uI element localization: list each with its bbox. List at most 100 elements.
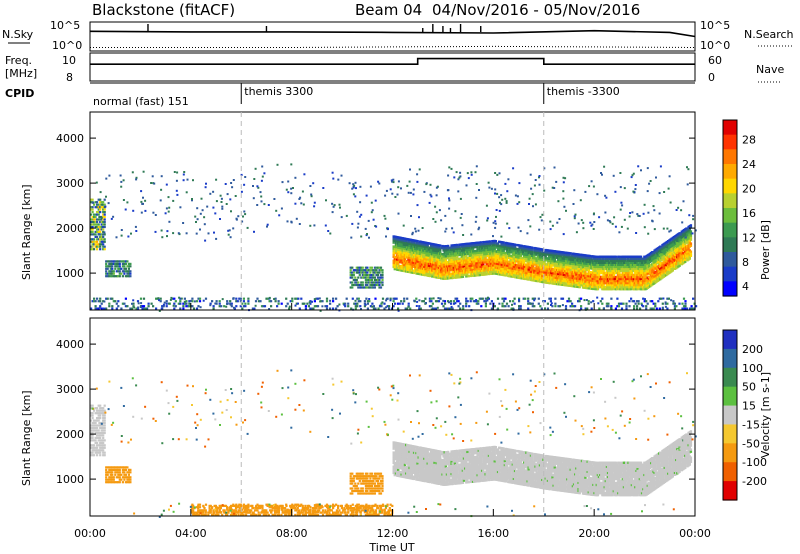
power-cell [550, 302, 553, 305]
power-cell [437, 246, 441, 249]
power-cell [366, 271, 369, 274]
power-cell [227, 229, 230, 232]
power-cell [91, 228, 94, 231]
power-cell [429, 256, 433, 260]
power-cell [418, 307, 421, 310]
power-cell [446, 269, 450, 272]
power-cell [115, 265, 118, 268]
power-cell [477, 300, 480, 303]
power-cell [402, 255, 406, 258]
power-cell [91, 230, 94, 233]
power-cell [371, 305, 374, 308]
power-cell [684, 305, 687, 308]
power-cell [527, 278, 530, 281]
power-cell [90, 206, 93, 209]
power-cell [400, 251, 403, 254]
power-cell [363, 305, 366, 308]
power-cell [91, 208, 94, 211]
power-cell [493, 243, 496, 247]
power-cell [681, 307, 684, 310]
power-cell [389, 297, 392, 300]
power-cell [155, 307, 158, 310]
power-cell [96, 220, 99, 224]
power-cell [461, 247, 465, 250]
power-cell [494, 240, 497, 243]
power-cell [352, 271, 355, 274]
power-cell [539, 305, 542, 308]
power-cell [99, 248, 102, 251]
power-cell [530, 187, 533, 190]
power-cell [117, 262, 120, 265]
power-cell [135, 307, 138, 310]
power-cell [127, 270, 130, 273]
power-cell [609, 275, 612, 279]
power-cell [392, 241, 395, 244]
power-cell [445, 227, 448, 230]
power-cell [127, 265, 130, 268]
power-cell [447, 300, 450, 303]
power-cell [505, 270, 509, 273]
power-cell [596, 263, 600, 266]
power-cell [511, 303, 513, 306]
power-cell [505, 254, 509, 257]
power-cell [366, 283, 369, 287]
power-cell [99, 235, 102, 238]
power-cell [675, 305, 678, 308]
power-cell [535, 263, 538, 266]
power-cell [544, 259, 547, 262]
power-cell [309, 302, 312, 305]
power-cell [444, 259, 448, 262]
power-cell [519, 307, 522, 310]
power-cell [612, 269, 615, 273]
power-cell [335, 307, 338, 310]
power-cell [469, 274, 472, 278]
power-cell [344, 302, 347, 305]
power-cell [173, 302, 176, 305]
power-cell [319, 300, 322, 303]
power-cell [378, 276, 381, 279]
power-cell [179, 300, 182, 303]
power-cell [344, 305, 347, 308]
power-cell [357, 297, 360, 300]
power-cell [689, 238, 693, 241]
power-cell [195, 307, 199, 310]
power-cell [427, 254, 431, 257]
power-cell [376, 278, 380, 282]
power-cell [534, 297, 537, 300]
power-cell [97, 211, 100, 214]
power-cell [94, 223, 97, 226]
power-cell [268, 308, 271, 310]
power-cell [531, 305, 534, 308]
power-cell [108, 272, 111, 275]
power-cell [531, 302, 534, 305]
power-cell [465, 263, 468, 266]
power-cell [458, 259, 461, 263]
power-cell [505, 258, 509, 261]
power-cell [434, 205, 437, 208]
power-cell [114, 275, 117, 278]
power-cell [402, 261, 406, 264]
power-cell [406, 297, 409, 300]
power-cell [103, 218, 106, 221]
power-cell [595, 257, 598, 260]
power-cell [106, 272, 109, 275]
power-cell [596, 283, 600, 287]
power-cell [375, 283, 378, 287]
power-cell [121, 302, 124, 305]
power-cell [117, 305, 120, 308]
power-cell [614, 225, 617, 228]
power-cell [664, 247, 668, 250]
power-cell [461, 275, 465, 278]
power-cell [124, 262, 127, 265]
power-cell [513, 253, 517, 256]
power-cell [247, 297, 250, 300]
power-cell [429, 242, 433, 246]
power-cell [400, 253, 403, 256]
power-cell [182, 302, 185, 305]
power-cell [448, 273, 451, 276]
power-cell [454, 272, 458, 275]
power-cell [342, 302, 345, 305]
power-cell [242, 305, 245, 308]
power-cell [94, 220, 97, 224]
power-cell [476, 267, 479, 271]
